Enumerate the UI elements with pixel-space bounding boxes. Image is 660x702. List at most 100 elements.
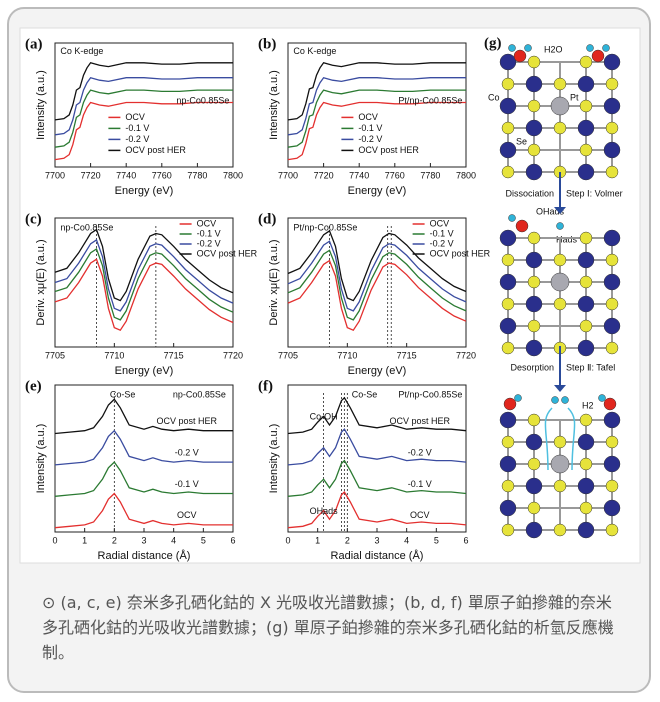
- diagram-label: Step Ⅱ: Tafel: [566, 362, 615, 372]
- x-tick-label: 7720: [81, 170, 101, 180]
- atom: [604, 318, 620, 334]
- axis-label: Deriv. xμ(E) (a.u.): [35, 239, 47, 325]
- atom: [502, 342, 514, 354]
- atom: [578, 120, 594, 136]
- atom: [606, 298, 618, 310]
- series-label: OCV post HER: [389, 416, 450, 426]
- atom: [525, 45, 532, 52]
- atom: [552, 397, 559, 404]
- axis-label: Energy (eV): [348, 185, 407, 197]
- diagram-label: Pt: [570, 92, 579, 102]
- atom: [606, 436, 618, 448]
- atom: [578, 434, 594, 450]
- atom: [554, 480, 566, 492]
- atom: [580, 56, 592, 68]
- x-tick-label: 7705: [278, 350, 298, 360]
- atom: [551, 455, 569, 473]
- atom: [502, 524, 514, 536]
- annotation: Co K-edge: [293, 46, 336, 56]
- atom: [509, 45, 516, 52]
- annotation: Co-OH: [310, 412, 338, 422]
- axis-label: Energy (eV): [115, 365, 174, 377]
- atom: [606, 480, 618, 492]
- atom: [604, 230, 620, 246]
- atom: [502, 122, 514, 134]
- atom: [526, 522, 542, 538]
- atom: [551, 97, 569, 115]
- x-tick-label: 7780: [187, 170, 207, 180]
- atom: [580, 232, 592, 244]
- atom: [528, 276, 540, 288]
- x-tick-label: 4: [171, 535, 176, 545]
- panel-label: (b): [258, 36, 276, 52]
- atom: [500, 230, 516, 246]
- atom: [526, 434, 542, 450]
- axis-label: Energy (eV): [115, 185, 174, 197]
- atom: [528, 100, 540, 112]
- x-tick-label: 7700: [278, 170, 298, 180]
- legend-label: -0.2 V: [358, 134, 382, 144]
- atom: [580, 414, 592, 426]
- atom: [516, 220, 528, 232]
- annotation: np-Co0.85Se: [173, 390, 226, 400]
- x-tick-label: 3: [141, 535, 146, 545]
- atom: [551, 273, 569, 291]
- series-label: -0.1 V: [408, 479, 432, 489]
- atom: [500, 456, 516, 472]
- panel-label: (d): [258, 211, 276, 227]
- x-tick-label: 5: [434, 535, 439, 545]
- atom: [599, 395, 606, 402]
- legend-label: OCV post HER: [430, 248, 491, 258]
- x-tick-label: 7760: [385, 170, 405, 180]
- x-tick-label: 5: [201, 535, 206, 545]
- x-tick-label: 7800: [223, 170, 243, 180]
- x-tick-label: 7800: [456, 170, 476, 180]
- legend-label: -0.1 V: [358, 123, 382, 133]
- legend-label: OCV: [125, 112, 145, 122]
- axis-label: Radial distance (Å): [331, 549, 424, 562]
- x-tick-label: 7780: [420, 170, 440, 180]
- atom: [604, 274, 620, 290]
- x-tick-label: 7700: [45, 170, 65, 180]
- atom: [528, 144, 540, 156]
- atom: [528, 232, 540, 244]
- annotation: np-Co0.85Se: [60, 223, 113, 233]
- legend-label: -0.1 V: [125, 123, 149, 133]
- atom: [554, 524, 566, 536]
- legend-label: OCV post HER: [197, 248, 258, 258]
- atom: [509, 215, 516, 222]
- legend-label: OCV post HER: [358, 145, 419, 155]
- axis-label: Radial distance (Å): [98, 549, 191, 562]
- page: (g) H2O Co Pt Se Dissociation Step Ⅰ: Vo…: [0, 0, 660, 702]
- diagram-label: Dissociation: [505, 188, 554, 198]
- atom: [554, 436, 566, 448]
- atom: [580, 276, 592, 288]
- series-label: OCV post HER: [156, 416, 217, 426]
- atom: [578, 478, 594, 494]
- atom: [580, 144, 592, 156]
- atom: [528, 458, 540, 470]
- diagram-label: H2: [582, 400, 594, 410]
- x-tick-label: 7760: [152, 170, 172, 180]
- atom: [502, 480, 514, 492]
- atom: [604, 500, 620, 516]
- x-tick-label: 7720: [223, 350, 243, 360]
- series-label: OCV: [177, 510, 197, 520]
- diagram-label: Se: [516, 136, 527, 146]
- atom: [578, 252, 594, 268]
- atom: [580, 502, 592, 514]
- annotation: np-Co0.85Se: [176, 96, 229, 106]
- atom: [554, 122, 566, 134]
- atom: [604, 54, 620, 70]
- legend-label: OCV: [358, 112, 378, 122]
- x-tick-label: 7720: [456, 350, 476, 360]
- atom: [580, 100, 592, 112]
- annotation: Co-Se: [110, 390, 136, 400]
- x-tick-label: 0: [285, 535, 290, 545]
- atom: [502, 436, 514, 448]
- atom: [528, 414, 540, 426]
- legend-label: -0.2 V: [197, 238, 221, 248]
- atom: [604, 398, 616, 410]
- legend-label: -0.2 V: [125, 134, 149, 144]
- axis-label: Intensity (a.u.): [35, 424, 47, 494]
